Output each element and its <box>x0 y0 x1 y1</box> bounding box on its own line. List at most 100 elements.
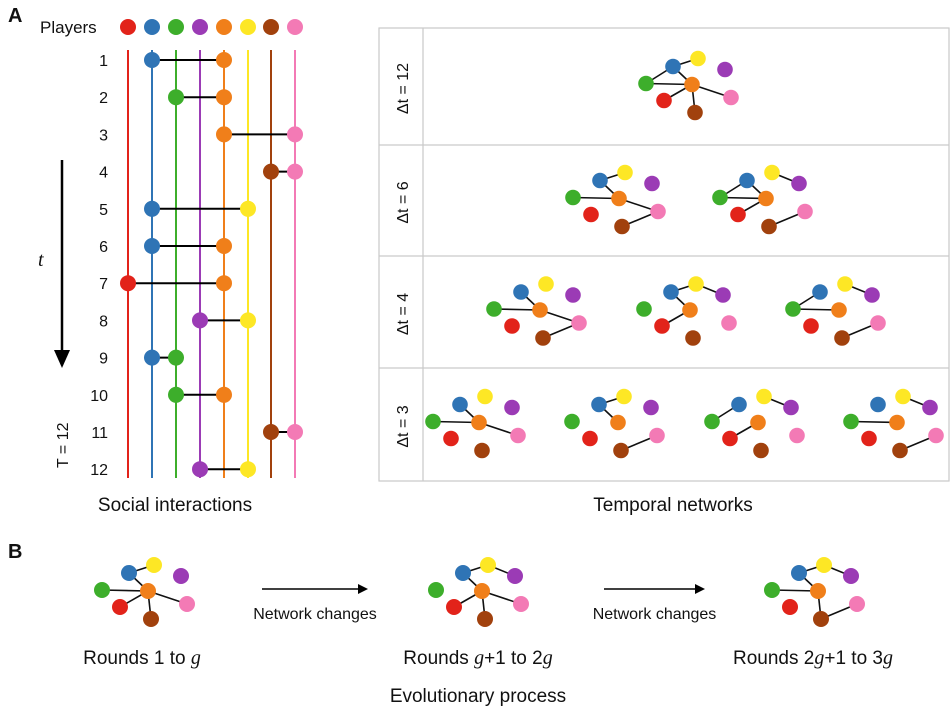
network-diagram <box>565 164 666 235</box>
network-node-player-3 <box>564 413 580 430</box>
network-node-player-4 <box>864 287 880 303</box>
player-7-dot <box>263 19 279 35</box>
interaction-node <box>144 238 160 254</box>
interaction-node <box>263 424 279 440</box>
interaction-node <box>287 163 303 180</box>
player-8-dot <box>287 19 303 35</box>
network-node-player-7 <box>614 218 630 235</box>
time-step-label: 3 <box>99 127 108 144</box>
network-node-player-3 <box>636 301 652 317</box>
network-node-player-7 <box>143 611 159 627</box>
network-node-player-3 <box>428 582 444 598</box>
interaction-node <box>168 386 184 403</box>
network-node-player-5 <box>758 190 774 207</box>
network-diagram <box>712 164 813 235</box>
network-node-player-5 <box>810 583 826 599</box>
network-diagram <box>636 276 737 346</box>
time-axis-label: t <box>38 249 44 271</box>
panel-b-label: B <box>8 541 22 563</box>
network-node-player-5 <box>532 302 548 318</box>
time-step-label: 8 <box>99 313 108 330</box>
network-node-player-4 <box>922 399 938 416</box>
network-node-player-1 <box>582 430 598 447</box>
interaction-node <box>240 312 256 329</box>
network-node-player-8 <box>789 427 805 444</box>
network-diagram <box>94 557 195 627</box>
network-node-player-5 <box>140 583 156 599</box>
time-step-label: 5 <box>99 202 108 219</box>
network-node-player-2 <box>121 565 137 581</box>
network-node-player-7 <box>687 104 703 121</box>
network-node-player-2 <box>455 565 471 581</box>
network-node-player-1 <box>722 430 738 447</box>
interaction-node <box>216 238 232 254</box>
time-step-label: 4 <box>99 165 108 182</box>
network-node-player-1 <box>443 430 459 447</box>
network-node-player-2 <box>812 284 828 300</box>
stage-1-label: Rounds 1 to g <box>83 647 201 669</box>
interaction-node <box>216 386 232 403</box>
network-node-player-1 <box>656 92 672 109</box>
network-node-player-7 <box>761 218 777 235</box>
evolutionary-process-diagram: Rounds 1 to g Rounds g+1 to 2g Rounds 2g+1… <box>83 557 893 669</box>
network-node-player-3 <box>764 582 780 598</box>
network-node-player-4 <box>173 568 189 584</box>
network-node-player-2 <box>731 396 747 413</box>
network-node-player-5 <box>684 76 700 93</box>
time-step-label: 2 <box>99 90 108 107</box>
network-diagram <box>843 388 944 459</box>
stage-2-label: Rounds g+1 to 2g <box>403 647 552 669</box>
network-diagram <box>486 276 587 346</box>
player-4-dot <box>192 19 208 35</box>
delta-t-label: Δt = 6 <box>395 181 412 223</box>
network-node-player-6 <box>895 388 911 405</box>
time-arrow-head <box>54 350 70 368</box>
network-node-player-6 <box>688 276 704 292</box>
network-node-player-7 <box>477 611 493 627</box>
network-node-player-2 <box>513 284 529 300</box>
network-node-player-3 <box>843 413 859 430</box>
network-node-player-6 <box>617 164 633 181</box>
temporal-networks-table: Δt = 12 Δt = 6 Δt = 4 Δt = 3 <box>378 27 950 482</box>
network-node-player-8 <box>510 427 526 444</box>
player-3-dot <box>168 19 184 35</box>
network-node-player-2 <box>739 172 755 189</box>
network-diagram <box>764 557 865 627</box>
network-node-player-3 <box>704 413 720 430</box>
interaction-node <box>287 126 303 143</box>
interaction-node <box>144 349 160 366</box>
network-node-player-7 <box>813 611 829 627</box>
network-node-player-5 <box>471 414 487 431</box>
T-label: T = 12 <box>55 422 72 468</box>
evolutionary-process-caption: Evolutionary process <box>390 686 566 707</box>
network-node-player-6 <box>477 388 493 405</box>
network-node-player-5 <box>750 414 766 431</box>
network-node-player-7 <box>892 442 908 459</box>
network-node-player-3 <box>565 189 581 206</box>
network-diagram <box>785 276 886 346</box>
network-node-player-7 <box>613 442 629 459</box>
panel-a-label: A <box>8 5 22 27</box>
network-node-player-6 <box>816 557 832 573</box>
network-node-player-8 <box>723 89 739 106</box>
network-node-player-2 <box>592 172 608 189</box>
interaction-node <box>263 163 279 180</box>
network-node-player-7 <box>535 330 551 346</box>
network-node-player-1 <box>504 318 520 334</box>
network-node-player-5 <box>889 414 905 431</box>
network-node-player-6 <box>538 276 554 292</box>
network-node-player-2 <box>791 565 807 581</box>
delta-t-label: Δt = 3 <box>395 405 412 447</box>
network-node-player-3 <box>785 301 801 317</box>
time-step-label: 1 <box>99 53 108 70</box>
time-step-label: 9 <box>99 351 108 368</box>
network-node-player-8 <box>797 203 813 220</box>
network-diagram <box>564 388 665 459</box>
network-node-player-1 <box>861 430 877 447</box>
network-node-player-4 <box>644 175 660 192</box>
interaction-node <box>192 312 208 329</box>
network-node-player-4 <box>715 287 731 303</box>
network-node-player-5 <box>831 302 847 318</box>
network-changes-label: Network changes <box>593 606 717 623</box>
